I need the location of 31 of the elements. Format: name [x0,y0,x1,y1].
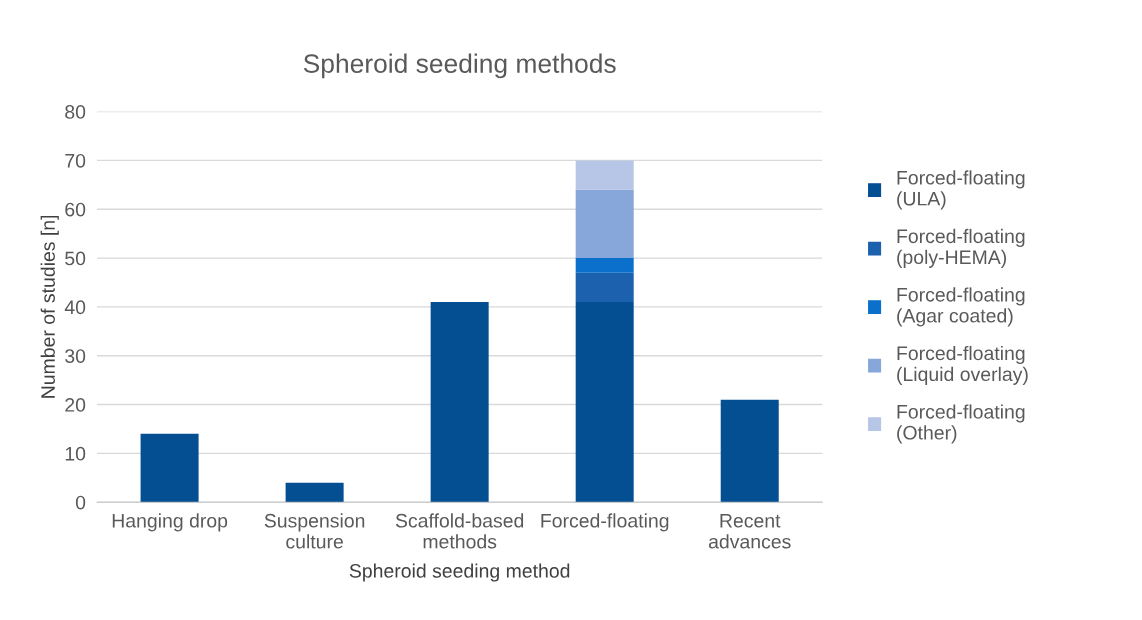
y-tick-label: 70 [65,153,86,168]
y-tick-label: 20 [65,398,86,412]
x-tick-label: Hanging drop [112,513,228,532]
y-tick-label: 0 [75,495,86,510]
chart-title: Spheroid seeding methods [303,53,616,79]
y-tick-label: 10 [65,446,86,461]
legend-label: Forced-floating (poly-HEMA) [897,228,1025,268]
bar [575,258,634,273]
x-tick-label: Recent advances [708,514,791,549]
x-tick-label: Suspension culture [264,513,365,549]
x-tick-label: Scaffold-based methods [395,513,524,549]
legend-label: Forced-floating (Liquid overlay) [897,345,1028,385]
y-tick-label: 60 [65,202,86,217]
bar [140,433,199,503]
y-axis-title: Number of studies [n] [40,215,59,398]
y-tick-label: 30 [65,349,86,363]
bar [575,272,634,303]
bar [430,302,489,503]
x-axis-title: Spheroid seeding method [349,563,570,582]
bar [285,482,344,503]
legend-label: Forced-floating (Other) [897,404,1025,444]
y-tick-label: 40 [64,300,86,315]
bar [575,302,634,503]
x-tick-label: Forced-floating [541,513,669,532]
legend-label: Forced-floating (Agar coated) [897,287,1025,327]
bar [575,189,634,259]
bar [720,399,779,503]
legend-label: Forced-floating (ULA) [897,170,1025,210]
y-tick-label: 80 [65,105,86,119]
bar [575,160,634,190]
y-tick-label: 50 [65,251,86,266]
